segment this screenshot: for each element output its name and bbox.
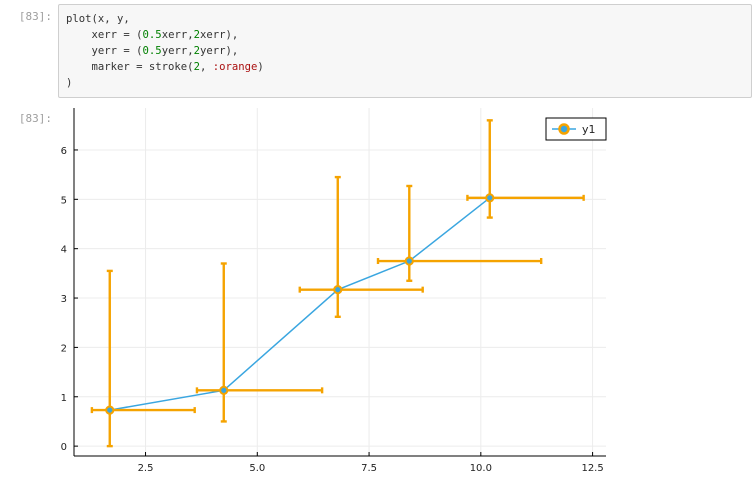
x-tick-label: 2.5: [138, 463, 154, 474]
legend-marker: [558, 123, 570, 135]
error-bar-group: [298, 175, 424, 319]
plot-output: 2.5 5.0 7.5 10.0 12.5 0 1 2 3 4 5 6 y1: [58, 104, 752, 482]
code-line: ): [66, 75, 264, 91]
data-point: [219, 385, 229, 395]
code-token: marker = stroke(: [66, 61, 194, 73]
code-input-area[interactable]: plot(x, y, xerr = (0.5xerr,2xerr), yerr …: [58, 4, 752, 98]
code-token: ,: [199, 61, 213, 73]
grid-lines: [74, 108, 606, 456]
code-token: yerr,: [161, 45, 194, 57]
x-tick-label: 12.5: [581, 463, 603, 474]
code-token: xerr,: [161, 29, 194, 41]
y-tick-label: 4: [61, 245, 67, 256]
legend-label: y1: [582, 123, 596, 136]
error-bar-group: [90, 269, 196, 448]
data-point: [485, 193, 495, 203]
y-tick-label: 5: [61, 195, 67, 206]
code-token: 2: [193, 45, 200, 57]
data-point: [105, 405, 115, 415]
code-line: yerr = (0.5yerr,2yerr),: [66, 43, 264, 59]
output-prompt: [83]:: [18, 112, 52, 125]
data-point: [333, 285, 343, 295]
code-token: yerr),: [199, 45, 239, 57]
error-bar-group: [376, 184, 543, 282]
code-token: yerr = (: [66, 45, 143, 57]
code-token: :orange: [212, 61, 258, 73]
data-point: [404, 256, 414, 266]
code-token: 2: [193, 29, 200, 41]
y-tick-label: 0: [61, 442, 67, 453]
plot-svg: 2.5 5.0 7.5 10.0 12.5 0 1 2 3 4 5 6 y1: [61, 108, 607, 474]
error-bar-group: [195, 262, 324, 423]
input-prompt: [83]:: [18, 10, 52, 23]
x-tick-label: 5.0: [249, 463, 265, 474]
code-editor[interactable]: plot(x, y, xerr = (0.5xerr,2xerr), yerr …: [66, 11, 264, 91]
code-token: 0.5: [142, 45, 162, 57]
x-tick-label: 10.0: [470, 463, 492, 474]
y-tick-label: 6: [61, 146, 67, 157]
code-token: ): [257, 61, 264, 73]
legend: y1: [545, 117, 607, 141]
code-token: xerr = (: [66, 29, 143, 41]
tick-labels: 2.5 5.0 7.5 10.0 12.5 0 1 2 3 4 5 6: [61, 146, 604, 474]
code-token: plot(x, y,: [66, 13, 130, 25]
code-line: plot(x, y,: [66, 11, 264, 27]
code-line: xerr = (0.5xerr,2xerr),: [66, 27, 264, 43]
y-tick-label: 1: [61, 393, 67, 404]
axes: [73, 108, 606, 457]
x-tick-label: 7.5: [361, 463, 377, 474]
code-token: xerr),: [199, 29, 239, 41]
series-y1: [90, 119, 585, 448]
y-tick-label: 3: [61, 294, 67, 305]
y-tick-label: 2: [61, 343, 67, 354]
code-line: marker = stroke(2, :orange): [66, 59, 264, 75]
code-token: ): [66, 77, 73, 89]
series-line: [109, 197, 491, 411]
code-token: 0.5: [142, 29, 162, 41]
code-token: 2: [193, 61, 200, 73]
